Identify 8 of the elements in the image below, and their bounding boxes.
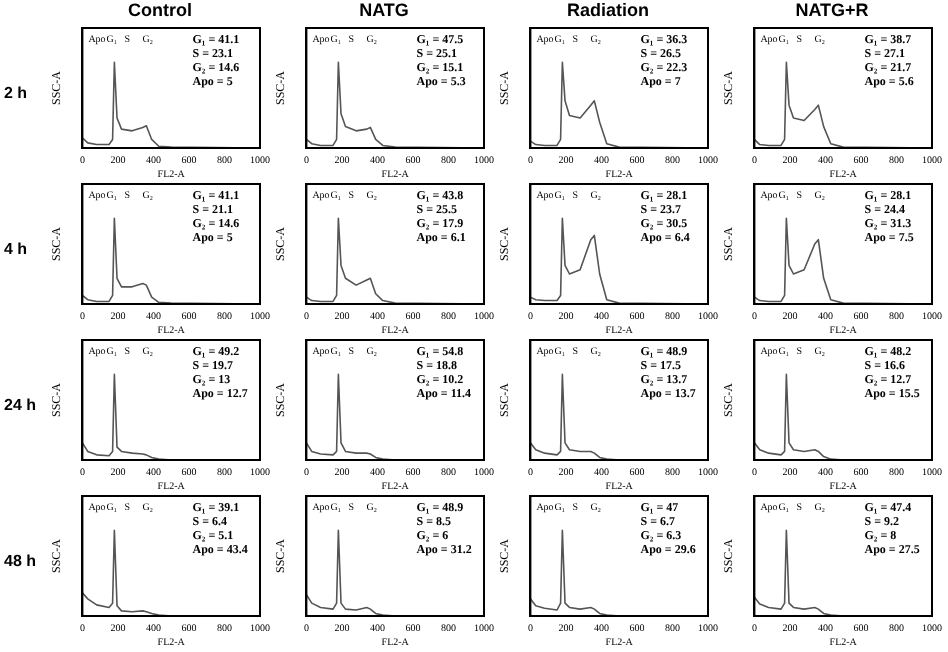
text: 24 h: [4, 396, 37, 414]
chart-title: NATG: [357, 0, 411, 20]
chart-title: NATG+R: [793, 0, 871, 20]
text: 4 h: [4, 240, 28, 258]
text: 2 h: [4, 84, 28, 102]
text: 48 h: [4, 552, 37, 570]
chart-title: Control: [126, 0, 194, 20]
chart-title: Radiation: [564, 0, 651, 20]
